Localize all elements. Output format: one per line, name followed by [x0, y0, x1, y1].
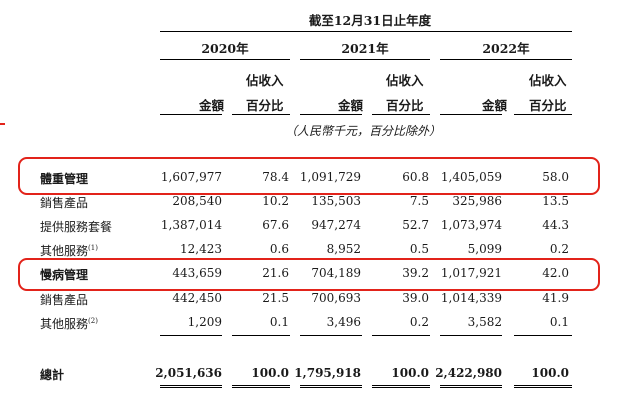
cell-2022-amount: 1,014,339: [440, 291, 502, 305]
subtotal-rule-a2020: [160, 335, 222, 336]
year-rule-2020: [160, 59, 290, 60]
footnote-ref: (2): [88, 317, 98, 325]
amount-header-2020: 金額: [199, 98, 225, 113]
col-rule-a2022: [440, 114, 502, 115]
cell-2021-pct: 0.5: [409, 242, 429, 256]
total-double-rule-p2020: [232, 385, 290, 388]
cell-2022-amount: 1,073,974: [440, 218, 502, 232]
year-2021: 2021年: [341, 41, 389, 56]
cell-2022-pct: 58.0: [542, 170, 569, 184]
cell-2022-pct: 44.3: [542, 218, 569, 232]
subtotal-rule-a2021: [300, 335, 362, 336]
total-2021-amount: 1,795,918: [294, 366, 361, 380]
cell-2021-amount: 8,952: [326, 242, 361, 256]
year-rule-2022: [440, 59, 572, 60]
pct-header-2022-l2: 百分比: [529, 98, 567, 113]
cell-2021-amount: 947,274: [311, 218, 361, 232]
row-label-with-note: 其他服務(2): [40, 315, 98, 332]
year-2022: 2022年: [482, 41, 530, 56]
pct-header-2021-l1: 佔收入: [386, 73, 424, 88]
subtotal-rule-p2020: [232, 335, 290, 336]
cell-2020-amount: 1,209: [187, 315, 222, 329]
col-rule-p2021: [372, 114, 430, 115]
cell-2021-pct: 39.2: [402, 266, 429, 280]
cell-2020-pct: 67.6: [262, 218, 289, 232]
cell-2020-pct: 0.1: [269, 315, 289, 329]
total-double-rule-p2022: [514, 385, 572, 388]
cell-2021-pct: 0.2: [409, 315, 429, 329]
col-rule-a2021: [300, 114, 362, 115]
cell-2021-pct: 39.0: [402, 291, 429, 305]
cell-2022-amount: 1,017,921: [440, 266, 502, 280]
row-label: 體重管理: [40, 172, 89, 186]
cell-2021-amount: 700,693: [311, 291, 361, 305]
total-2020-pct: 100.0: [251, 366, 289, 380]
amount-header-2021: 金額: [338, 98, 364, 113]
col-rule-p2020: [232, 114, 290, 115]
cell-2020-amount: 1,607,977: [160, 170, 222, 184]
pct-header-2020-l2: 百分比: [246, 98, 284, 113]
cell-2021-pct: 52.7: [402, 218, 429, 232]
cell-2020-amount: 12,423: [180, 242, 222, 256]
cell-2021-amount: 3,496: [326, 315, 361, 329]
cell-2022-amount: 3,582: [467, 315, 502, 329]
cell-2022-pct: 41.9: [542, 291, 569, 305]
subtotal-rule-a2022: [440, 335, 502, 336]
total-2022-pct: 100.0: [531, 366, 569, 380]
cell-2022-pct: 0.2: [549, 242, 569, 256]
row-label-with-note: 其他服務(1): [40, 242, 98, 259]
amount-header-2022: 金額: [482, 98, 508, 113]
cell-2020-pct: 78.4: [262, 170, 289, 184]
period-rule: [160, 31, 572, 32]
subtotal-rule-p2022: [514, 335, 572, 336]
cell-2022-amount: 5,099: [467, 242, 502, 256]
cell-2021-pct: 60.8: [402, 170, 429, 184]
cell-2021-amount: 135,503: [311, 194, 361, 208]
cell-2021-amount: 704,189: [311, 266, 361, 280]
cell-2021-amount: 1,091,729: [299, 170, 361, 184]
cell-2020-pct: 0.6: [269, 242, 289, 256]
cell-2020-amount: 1,387,014: [160, 218, 222, 232]
cell-2022-amount: 1,405,059: [440, 170, 502, 184]
row-label: 其他服務: [40, 317, 89, 331]
pct-header-2021-l2: 百分比: [386, 98, 424, 113]
total-double-rule-a2022: [440, 385, 502, 388]
cell-2022-amount: 325,986: [452, 194, 502, 208]
row-label: 提供服務套餐: [40, 220, 113, 234]
total-label: 總計: [40, 368, 65, 382]
cell-2020-amount: 442,450: [172, 291, 222, 305]
cell-2020-pct: 21.5: [262, 291, 289, 305]
pct-header-2022-l1: 佔收入: [529, 73, 567, 88]
cell-2021-pct: 7.5: [409, 194, 429, 208]
cell-2020-amount: 208,540: [172, 194, 222, 208]
unit-note: （人民幣千元，百分比除外）: [285, 124, 442, 138]
cell-2022-pct: 0.1: [549, 315, 569, 329]
period-title: 截至12月31日止年度: [308, 13, 432, 28]
row-label: 其他服務: [40, 244, 89, 258]
total-2020-amount: 2,051,636: [155, 366, 222, 380]
col-rule-a2020: [160, 114, 222, 115]
highlight-weight-management: [18, 157, 600, 195]
footnote-ref: (1): [88, 244, 98, 252]
total-double-rule-a2020: [160, 385, 222, 388]
total-2021-pct: 100.0: [391, 366, 429, 380]
total-double-rule-a2021: [300, 385, 362, 388]
year-2020: 2020年: [201, 41, 249, 56]
cell-2020-pct: 21.6: [262, 266, 289, 280]
margin-mark: [0, 123, 5, 125]
row-label: 慢病管理: [40, 268, 89, 282]
highlight-chronic-management: [18, 258, 600, 291]
row-label: 銷售產品: [40, 196, 89, 210]
cell-2020-amount: 443,659: [172, 266, 222, 280]
cell-2020-pct: 10.2: [262, 194, 289, 208]
col-rule-p2022: [514, 114, 572, 115]
cell-2022-pct: 42.0: [542, 266, 569, 280]
subtotal-rule-p2021: [372, 335, 430, 336]
pct-header-2020-l1: 佔收入: [246, 73, 284, 88]
total-double-rule-p2021: [372, 385, 430, 388]
cell-2022-pct: 13.5: [542, 194, 569, 208]
year-rule-2021: [300, 59, 430, 60]
total-2022-amount: 2,422,980: [435, 366, 502, 380]
row-label: 銷售產品: [40, 293, 89, 307]
